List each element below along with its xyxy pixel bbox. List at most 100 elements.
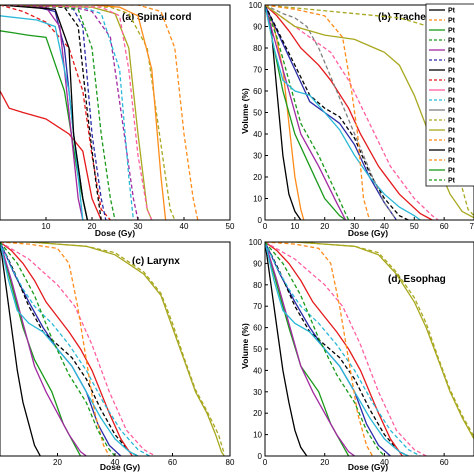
x-tick-label: 70 — [470, 222, 474, 231]
legend-entry: Pt — [448, 178, 456, 185]
panel-spinal-cord: (a) Spinal cord Dose (Gy) 10 20 30 40 50 — [0, 4, 235, 238]
plot-frame — [0, 241, 231, 457]
series-line-10 — [0, 242, 225, 456]
x-tick-label: 20 — [53, 458, 62, 467]
series-line-6 — [265, 5, 397, 220]
x-tick-label: 30 — [350, 222, 359, 231]
legend-entry: Pt — [448, 148, 456, 155]
y-tick-label: 30 — [253, 388, 262, 397]
legend-entry: Pt — [448, 28, 456, 35]
series-line-10 — [265, 5, 421, 220]
series-line-4 — [0, 242, 122, 456]
legend-entry: Pt — [448, 68, 456, 75]
series-line-16 — [0, 5, 199, 220]
panel-trachea: (b) Trachea Dose (Gy) Volume (%) 0 10 20 30… — [240, 1, 474, 238]
x-tick-label: 40 — [111, 458, 120, 467]
series-line-11 — [265, 5, 397, 220]
y-tick-label: 40 — [253, 130, 262, 139]
series-line-10 — [0, 5, 135, 220]
x-tick-label: 10 — [42, 222, 51, 231]
y-axis-label: Volume (%) — [240, 88, 250, 134]
legend-entry: Pt — [448, 38, 456, 45]
series-line-15 — [0, 5, 167, 220]
series-line-13 — [0, 5, 89, 220]
legend-entry: Pt — [448, 88, 456, 95]
y-tick-label: 60 — [253, 87, 262, 96]
x-tick-label: 20 — [320, 458, 329, 467]
series-line-9 — [265, 5, 439, 220]
legend-entry: Pt — [448, 108, 456, 115]
series-line-7 — [265, 242, 427, 456]
series-line-2 — [265, 5, 305, 220]
y-axis-label: Volume (%) — [240, 323, 250, 369]
series-line-12 — [0, 5, 176, 220]
series-line-12 — [265, 5, 474, 219]
x-tick-label: 50 — [410, 222, 419, 231]
series-line-17 — [0, 5, 153, 220]
y-tick-label: 0 — [258, 452, 263, 461]
series-line-6 — [0, 5, 116, 220]
legend-box — [425, 3, 474, 187]
legend: Pt Pt Pt Pt Pt Pt Pt Pt Pt Pt Pt Pt Pt Pt Pt Pt Pt Pt — [425, 3, 474, 187]
series-line-5 — [265, 5, 347, 220]
series-line-14 — [265, 5, 371, 220]
series-line-6 — [0, 242, 133, 456]
x-tick-label: 40 — [380, 458, 389, 467]
legend-entry: Pt — [448, 58, 456, 65]
plot-lines — [0, 5, 199, 220]
x-axis-label: Dose (Gy) — [348, 228, 388, 238]
y-tick-label: 20 — [253, 173, 262, 182]
x-tick-label: 60 — [440, 458, 449, 467]
series-line-8 — [265, 242, 409, 456]
series-line-7 — [265, 5, 409, 220]
panel-title: (d) Esophag — [388, 274, 446, 285]
y-tick-label: 70 — [253, 302, 262, 311]
series-line-1 — [265, 242, 308, 456]
series-line-8 — [265, 5, 433, 220]
series-line-2 — [0, 5, 111, 220]
x-tick-label: 0 — [263, 222, 268, 231]
series-line-2 — [0, 242, 82, 456]
series-line-9 — [265, 242, 421, 456]
series-line-1 — [0, 242, 41, 456]
plot-lines — [265, 5, 474, 220]
y-tick-label: 60 — [253, 324, 262, 333]
x-tick-label: 60 — [440, 222, 449, 231]
plot-frame — [0, 4, 231, 221]
y-tick-label: 10 — [253, 195, 262, 204]
y-tick-label: 70 — [253, 66, 262, 75]
x-tick-label: 30 — [134, 222, 143, 231]
legend-entry: Pt — [448, 98, 456, 105]
x-tick-label: 20 — [88, 222, 97, 231]
y-tick-label: 20 — [253, 409, 262, 418]
panel-esophagus: (d) Esophag Dose (Gy) Volume (%) 0 20 40 60… — [240, 238, 474, 472]
series-line-6 — [265, 242, 403, 456]
plot-lines — [0, 242, 225, 456]
series-line-11 — [0, 242, 225, 455]
y-tick-label: 80 — [253, 44, 262, 53]
series-line-10 — [265, 242, 474, 440]
series-line-12 — [265, 242, 374, 456]
y-tick-label: 90 — [253, 259, 262, 268]
series-line-5 — [265, 242, 409, 456]
series-line-1 — [0, 90, 102, 220]
legend-entry: Pt — [448, 8, 456, 15]
series-line-5 — [0, 30, 89, 220]
legend-entry: Pt — [448, 118, 456, 125]
x-tick-label: 60 — [168, 458, 177, 467]
y-tick-label: 90 — [253, 23, 262, 32]
x-tick-label: 40 — [380, 222, 389, 231]
series-line-14 — [0, 5, 102, 220]
series-line-8 — [0, 242, 139, 456]
panel-title: (b) Trachea — [378, 12, 432, 23]
legend-entry: Pt — [448, 48, 456, 55]
x-tick-label: 20 — [320, 222, 329, 231]
series-line-3 — [0, 242, 87, 456]
series-line-13 — [0, 242, 116, 456]
series-line-2 — [265, 242, 350, 456]
y-tick-label: 100 — [249, 238, 263, 247]
series-line-9 — [0, 15, 84, 220]
x-tick-label: 40 — [180, 222, 189, 231]
legend-entry: Pt — [448, 158, 456, 165]
x-tick-label: 10 — [290, 222, 299, 231]
